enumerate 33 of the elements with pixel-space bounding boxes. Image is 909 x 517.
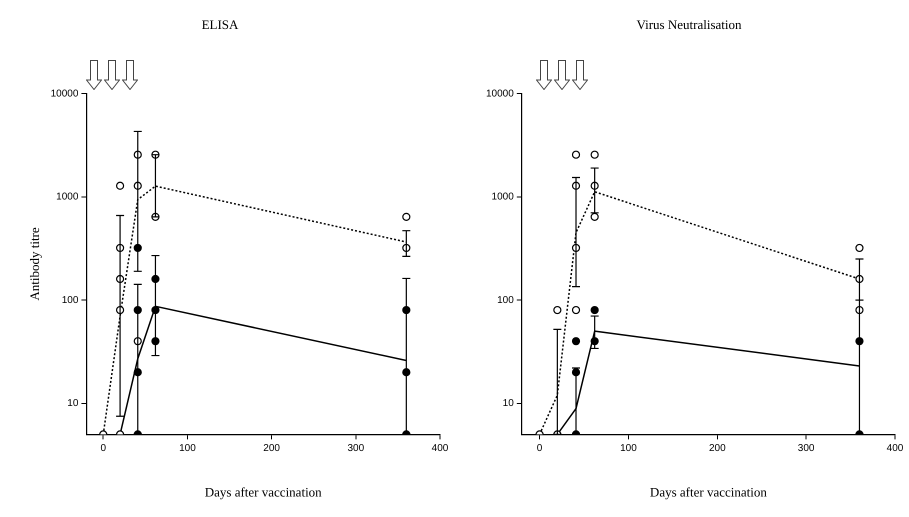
x-tick-label: 0 xyxy=(100,443,106,454)
point xyxy=(590,212,599,221)
y-tick-label: 100 xyxy=(62,294,79,306)
y-tick-label: 10 xyxy=(67,398,79,410)
point xyxy=(572,306,580,314)
x-tick-label: 400 xyxy=(432,443,449,454)
x-tick-label: 400 xyxy=(886,443,904,454)
y-tick-label: 100 xyxy=(497,294,514,306)
x-tick-label: 100 xyxy=(620,443,638,454)
point xyxy=(572,150,580,159)
point xyxy=(590,150,599,159)
x-tick-label: 300 xyxy=(347,443,365,454)
x-axis-title: Days after vaccination xyxy=(204,484,322,500)
y-tick-label: 1000 xyxy=(56,192,79,203)
y-axis-title: Antibody titre xyxy=(27,227,42,301)
x-axis-title: Days after vaccination xyxy=(650,484,768,500)
y-tick-label: 10000 xyxy=(50,88,79,100)
x-tick-label: 200 xyxy=(708,443,726,454)
point xyxy=(572,337,580,346)
y-tick-label: 10 xyxy=(502,398,514,410)
point xyxy=(402,212,410,221)
point xyxy=(855,244,864,252)
point xyxy=(553,306,562,314)
y-tick-label: 10000 xyxy=(486,88,514,100)
chart-title: Virus Neutralisation xyxy=(636,17,742,32)
x-tick-label: 100 xyxy=(179,443,196,454)
point xyxy=(116,182,124,190)
x-tick-label: 200 xyxy=(263,443,280,454)
x-tick-label: 300 xyxy=(798,443,815,454)
x-tick-label: 0 xyxy=(536,443,543,454)
y-tick-label: 1000 xyxy=(492,192,514,203)
point xyxy=(590,306,599,314)
chart-title: ELISA xyxy=(202,17,240,32)
